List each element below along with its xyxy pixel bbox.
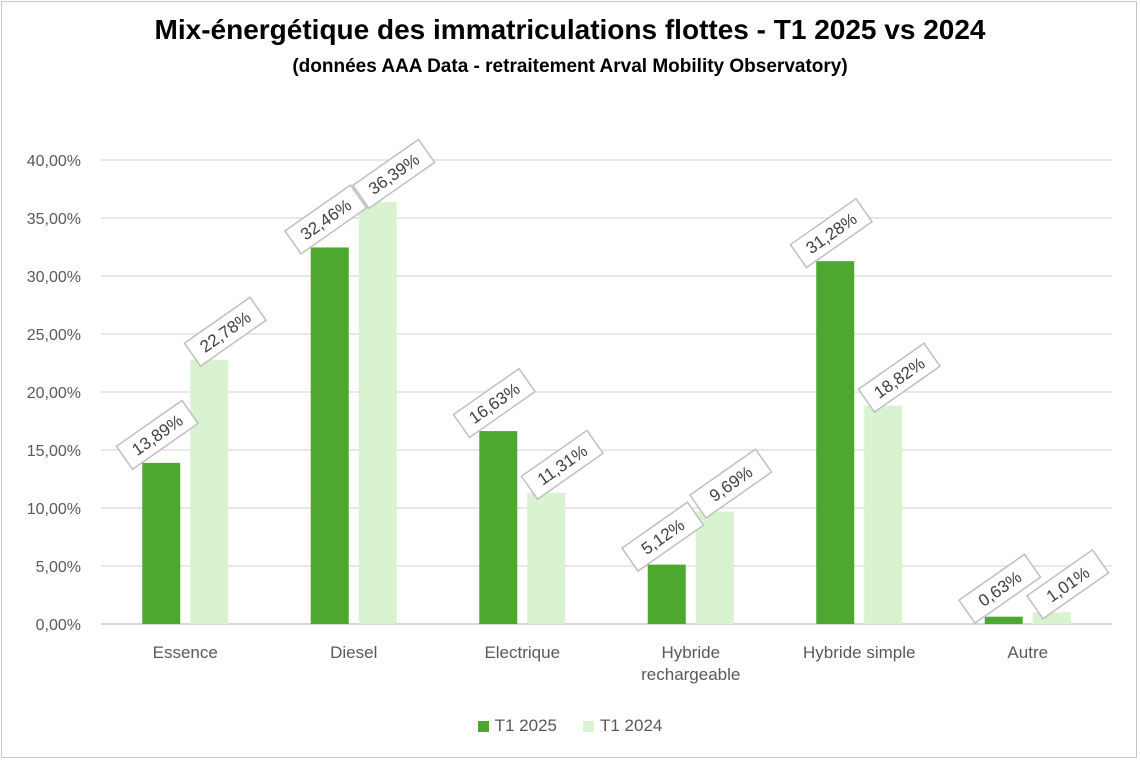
legend: T1 2025 T1 2024 bbox=[0, 716, 1140, 736]
data-label-box bbox=[688, 448, 773, 520]
y-tick-label: 35,00% bbox=[27, 211, 81, 228]
bar-t1-2024 bbox=[190, 359, 229, 624]
legend-label-2024: T1 2024 bbox=[600, 716, 663, 735]
x-category-label: Hybride simple bbox=[803, 643, 915, 662]
bar-t1-2024 bbox=[1032, 612, 1071, 624]
data-label-box bbox=[351, 138, 436, 210]
data-label-box bbox=[620, 501, 705, 573]
data-label: 31,28% bbox=[789, 197, 874, 269]
data-label: 0,63% bbox=[957, 553, 1042, 625]
chart-subtitle: (données AAA Data - retraitement Arval M… bbox=[292, 56, 848, 77]
data-label: 1,01% bbox=[1025, 548, 1110, 620]
bar-t1-2025 bbox=[142, 462, 181, 624]
gridlines bbox=[101, 159, 1112, 625]
bar-t1-2024 bbox=[358, 201, 397, 624]
bar-t1-2024 bbox=[695, 511, 734, 624]
chart-title: Mix-énergétique des immatriculations flo… bbox=[154, 14, 986, 45]
data-label-box bbox=[115, 399, 200, 471]
data-label: 18,82% bbox=[857, 342, 942, 414]
x-category-label: Hybride bbox=[661, 643, 720, 662]
y-tick-label: 15,00% bbox=[27, 443, 81, 460]
data-label: 5,12% bbox=[620, 501, 705, 573]
bar-t1-2024 bbox=[527, 492, 566, 624]
y-tick-label: 10,00% bbox=[27, 501, 81, 518]
axis-labels: 0,00% 5,00% 10,00% 15,00% 20,00% 25,00% 30,00%… bbox=[27, 153, 1048, 684]
data-label: 36,39% bbox=[351, 138, 436, 210]
x-category-label: Electrique bbox=[484, 643, 560, 662]
x-category-label: Essence bbox=[153, 643, 218, 662]
data-label: 13,89% bbox=[115, 399, 200, 471]
legend-item-2025: T1 2025 bbox=[477, 716, 557, 736]
legend-item-2024: T1 2024 bbox=[583, 716, 662, 736]
bar-t1-2025 bbox=[816, 261, 855, 624]
x-category-label: Autre bbox=[1007, 643, 1048, 662]
bar-t1-2025 bbox=[984, 616, 1023, 624]
y-tick-label: 40,00% bbox=[27, 153, 81, 170]
data-label-box bbox=[1025, 548, 1110, 620]
data-label-box bbox=[957, 553, 1042, 625]
bars bbox=[142, 201, 1071, 625]
bar-t1-2025 bbox=[647, 564, 686, 624]
data-label: 16,63% bbox=[452, 367, 537, 439]
y-tick-label: 5,00% bbox=[36, 559, 81, 576]
data-label-box bbox=[283, 184, 368, 255]
y-tick-label: 30,00% bbox=[27, 269, 81, 286]
legend-label-2025: T1 2025 bbox=[494, 716, 557, 735]
bar-t1-2025 bbox=[479, 431, 518, 624]
data-label-box bbox=[857, 342, 942, 414]
data-label-box bbox=[183, 296, 268, 368]
x-category-label: rechargeable bbox=[641, 665, 740, 684]
y-tick-label: 25,00% bbox=[27, 327, 81, 344]
data-label: 22,78% bbox=[183, 296, 268, 368]
y-tick-label: 20,00% bbox=[27, 385, 81, 402]
data-label-box bbox=[452, 367, 537, 439]
data-label-box bbox=[520, 429, 605, 501]
data-label: 32,46% bbox=[283, 184, 368, 255]
x-category-label: Diesel bbox=[330, 643, 377, 662]
legend-swatch-2025 bbox=[477, 720, 489, 732]
y-tick-label: 0,00% bbox=[36, 617, 81, 634]
legend-swatch-2024 bbox=[583, 720, 594, 732]
data-labels: 13,89% 22,78%32,46%36,39% 16,63%11,31%5,12… bbox=[115, 138, 1110, 625]
bar-t1-2024 bbox=[864, 405, 903, 624]
data-label-box bbox=[789, 197, 874, 269]
bar-t1-2025 bbox=[310, 247, 349, 625]
data-label: 11,31% bbox=[520, 429, 605, 501]
